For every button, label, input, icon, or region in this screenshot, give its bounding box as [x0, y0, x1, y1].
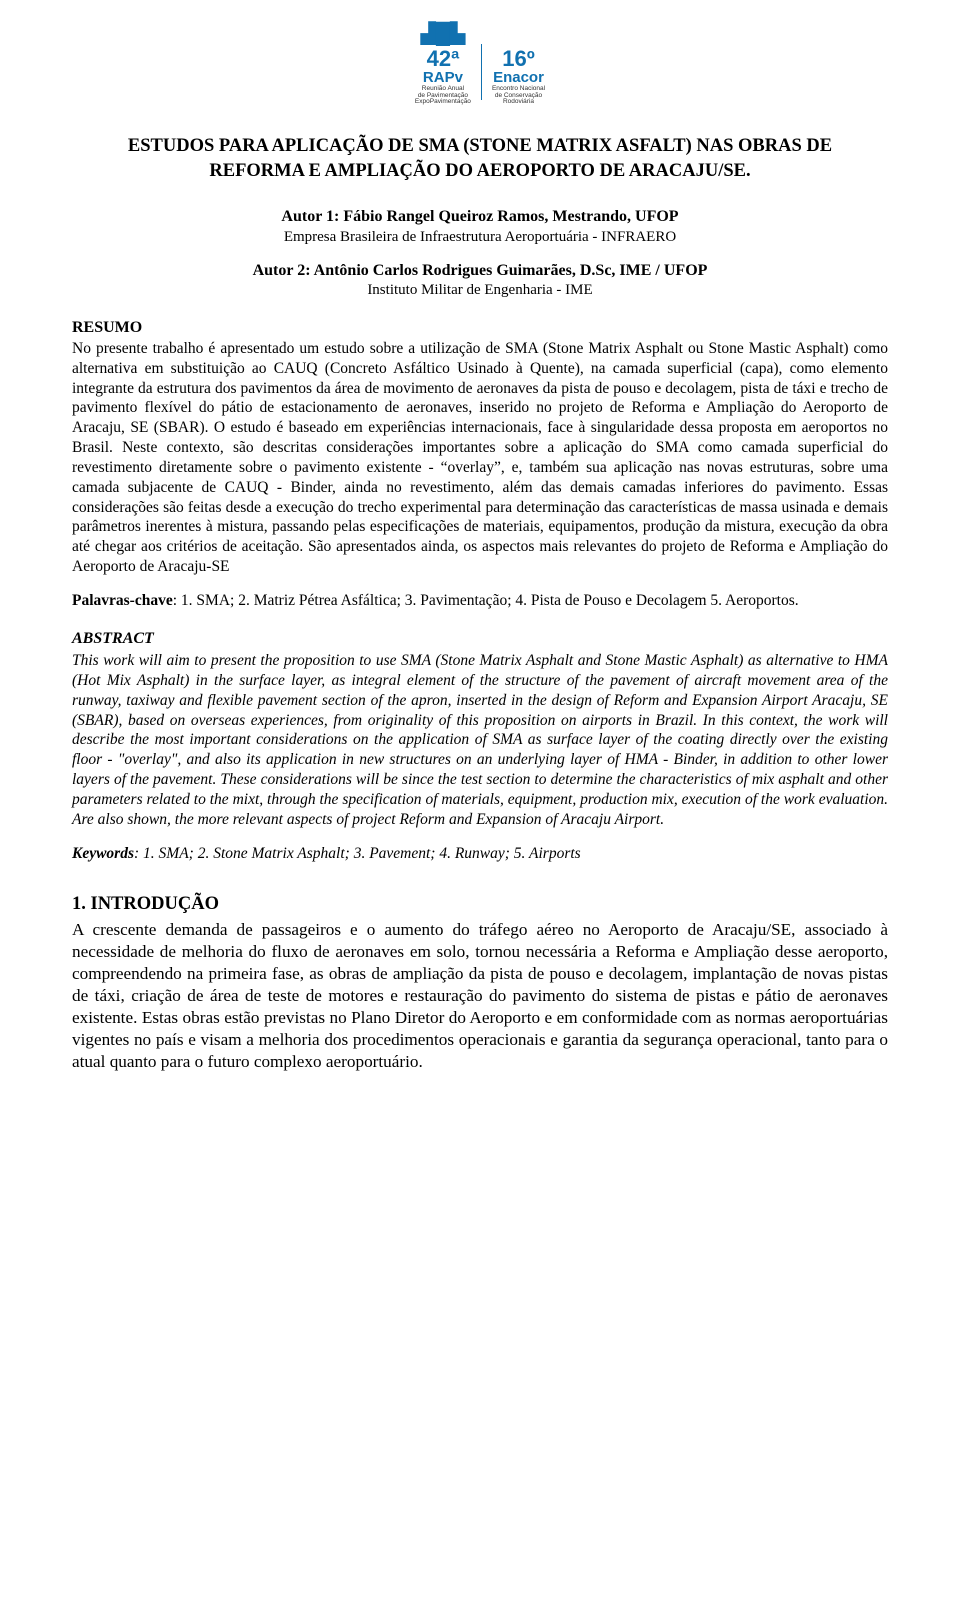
logo-rapv-s3: ExpoPavimentação [415, 99, 471, 106]
resumo-label: RESUMO [72, 319, 142, 336]
author-2-line: Autor 2: Antônio Carlos Rodrigues Guimar… [72, 261, 888, 281]
logo-rapv-abbr: RAPv [415, 70, 471, 86]
resumo-text: No presente trabalho é apresentado um es… [72, 340, 888, 575]
abstract-label: ABSTRACT [72, 629, 888, 649]
keywords-en-text: : 1. SMA; 2. Stone Matrix Asphalt; 3. Pa… [134, 845, 581, 862]
abstract-text: This work will aim to present the propos… [72, 651, 888, 829]
resumo-paragraph: RESUMO No presente trabalho é apresentad… [72, 318, 888, 576]
paper-title: ESTUDOS PARA APLICAÇÃO DE SMA (STONE MAT… [112, 134, 848, 183]
logo-rapv: ▟█▙ 42ª RAPv Reunião Anual de Pavimentaç… [415, 24, 471, 106]
logo-divider [481, 44, 482, 100]
author-1-line: Autor 1: Fábio Rangel Queiroz Ramos, Mes… [72, 207, 888, 227]
logo-enacor-num: 16º [492, 47, 545, 70]
keywords-en: Keywords: 1. SMA; 2. Stone Matrix Asphal… [72, 844, 888, 864]
logo-enacor-s3: Rodoviária [492, 99, 545, 106]
keywords-en-label: Keywords [72, 845, 134, 862]
header-logos: ▟█▙ 42ª RAPv Reunião Anual de Pavimentaç… [72, 24, 888, 106]
logo-enacor-abbr: Enacor [492, 70, 545, 86]
logo-rapv-num: 42ª [415, 47, 471, 70]
logo-enacor: ▟█▙ 16º Enacor Encontro Nacional de Cons… [492, 24, 545, 106]
section-1-heading: 1. INTRODUÇÃO [72, 893, 888, 917]
palavras-text: : 1. SMA; 2. Matriz Pétrea Asfáltica; 3.… [173, 592, 799, 609]
author-1-block: Autor 1: Fábio Rangel Queiroz Ramos, Mes… [72, 207, 888, 247]
section-1-body: A crescente demanda de passageiros e o a… [72, 919, 888, 1073]
bridge-icon: ▟█▙ [415, 24, 471, 45]
palavras-chave: Palavras-chave: 1. SMA; 2. Matriz Pétrea… [72, 591, 888, 611]
author-1-affil: Empresa Brasileira de Infraestrutura Aer… [72, 228, 888, 247]
author-2-block: Autor 2: Antônio Carlos Rodrigues Guimar… [72, 261, 888, 301]
author-2-affil: Instituto Militar de Engenharia - IME [72, 281, 888, 300]
palavras-label: Palavras-chave [72, 592, 173, 609]
abstract-block: ABSTRACT This work will aim to present t… [72, 629, 888, 830]
